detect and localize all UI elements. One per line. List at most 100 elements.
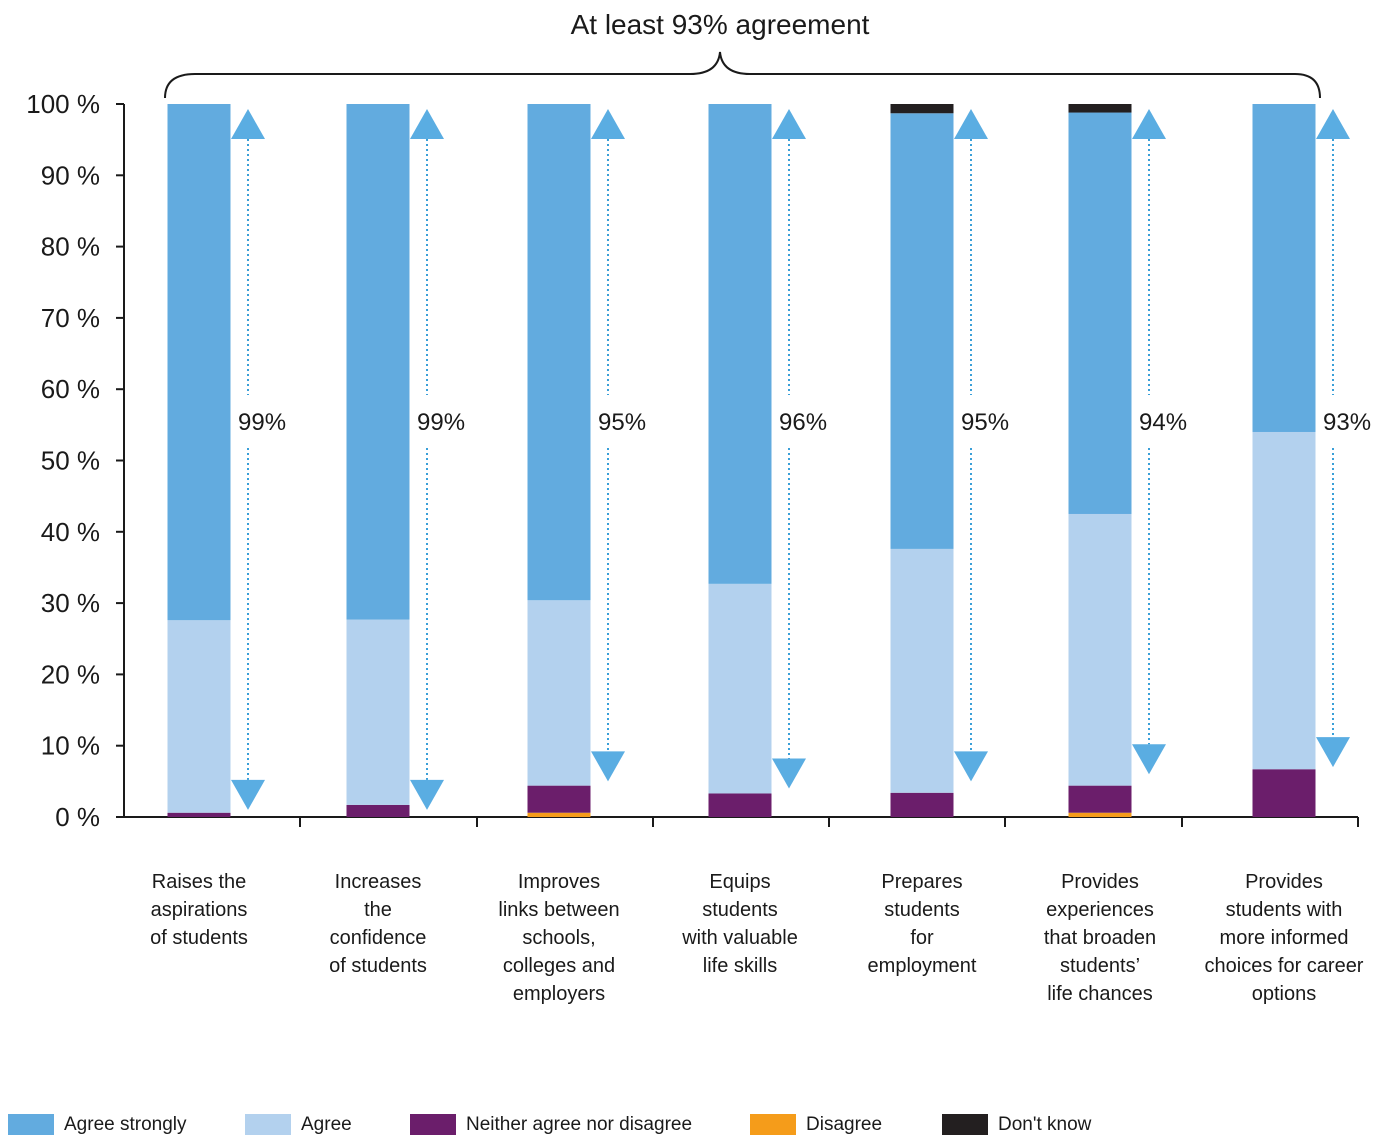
bar-segment-neither-agree-nor-disagree xyxy=(1068,785,1132,813)
legend-label: Agree strongly xyxy=(64,1114,187,1135)
legend: Agree strongly Agree Neither agree nor dis… xyxy=(8,1114,1092,1135)
bar-stack xyxy=(1252,104,1316,817)
arrow-down-head xyxy=(772,758,806,789)
chart-title: At least 93% agreement xyxy=(571,9,870,40)
bar-segment-agree-strongly xyxy=(1252,104,1316,432)
y-axis: 0 % 10 % 20 % 30 % 40 % 50 % 60 % 70 % 80 % 90 % 1… xyxy=(26,89,125,832)
y-tick-label: 60 % xyxy=(41,374,100,404)
bar-segment-agree xyxy=(890,548,954,793)
legend-item-agree-strongly: Agree strongly xyxy=(8,1114,187,1135)
category-label: Provides students with more informed choice… xyxy=(1205,871,1364,1005)
legend-item-disagree: Disagree xyxy=(750,1114,882,1135)
bar-segment-neither-agree-nor-disagree xyxy=(1252,769,1316,817)
legend-item-don-t-know: Don't know xyxy=(942,1114,1092,1135)
bar-stack xyxy=(708,104,772,817)
bar-segment-don-t-know xyxy=(1068,104,1132,113)
agreement-arrow: 95% xyxy=(954,109,1009,782)
arrow-up-head xyxy=(1132,109,1166,139)
agreement-arrow: 99% xyxy=(231,109,286,810)
bar-stack xyxy=(346,104,410,817)
y-tick-label: 40 % xyxy=(41,517,100,547)
bar-segment-neither-agree-nor-disagree xyxy=(167,812,231,817)
bar-stack xyxy=(890,104,954,817)
agreement-label: 99% xyxy=(238,409,286,436)
legend-swatch xyxy=(750,1114,796,1135)
arrow-up-head xyxy=(231,109,265,139)
legend-swatch xyxy=(410,1114,456,1135)
category-label: Equips students with valuable life skills xyxy=(681,871,798,977)
arrow-down-head xyxy=(1132,744,1166,775)
legend-item-agree: Agree xyxy=(245,1114,352,1135)
category-label: Prepares students for employment xyxy=(868,871,977,977)
agreement-label: 96% xyxy=(779,409,827,436)
legend-item-neither-agree-nor-disagree: Neither agree nor disagree xyxy=(410,1114,692,1135)
y-tick-label: 10 % xyxy=(41,731,100,761)
y-tick-label: 30 % xyxy=(41,588,100,618)
y-tick-label: 100 % xyxy=(26,89,100,119)
y-tick-label: 0 % xyxy=(55,802,100,832)
bar-segment-agree xyxy=(167,620,231,813)
arrow-down-head xyxy=(591,751,625,782)
bar-segment-don-t-know xyxy=(890,104,954,114)
legend-swatch xyxy=(942,1114,988,1135)
bar-segment-neither-agree-nor-disagree xyxy=(708,793,772,817)
y-tick-label: 20 % xyxy=(41,659,100,689)
legend-swatch xyxy=(245,1114,291,1135)
legend-swatch xyxy=(8,1114,54,1135)
bars xyxy=(167,104,1316,817)
bar-segment-agree-strongly xyxy=(890,113,954,549)
y-tick-label: 70 % xyxy=(41,303,100,333)
arrow-up-head xyxy=(1316,109,1350,139)
bar-stack xyxy=(527,104,591,817)
legend-label: Neither agree nor disagree xyxy=(466,1114,692,1135)
bar-segment-neither-agree-nor-disagree xyxy=(346,804,410,817)
category-label: Raises the aspirations of students xyxy=(150,871,248,949)
bar-segment-agree-strongly xyxy=(1068,112,1132,514)
agreement-arrow: 93% xyxy=(1316,109,1371,768)
agreement-label: 95% xyxy=(961,409,1009,436)
agreement-arrows: 99% 99% 95% 96% 95% 94% 93% xyxy=(231,109,1371,810)
bar-segment-agree-strongly xyxy=(167,104,231,621)
agreement-arrow: 99% xyxy=(410,109,465,810)
agreement-arrow: 94% xyxy=(1132,109,1187,775)
category-label: Increases the confidence of students xyxy=(329,871,427,977)
category-label: Provides experiences that broaden students’… xyxy=(1044,871,1156,1005)
agreement-label: 93% xyxy=(1323,409,1371,436)
arrow-down-head xyxy=(954,751,988,782)
arrow-down-head xyxy=(1316,737,1350,768)
bar-segment-agree xyxy=(527,600,591,786)
bar-stack xyxy=(167,104,231,817)
agreement-brace xyxy=(164,51,1321,99)
category-label: Improves links between schools, colleges an… xyxy=(498,871,619,1005)
arrow-down-head xyxy=(410,779,444,810)
bar-segment-agree xyxy=(1068,513,1132,786)
bar-segment-neither-agree-nor-disagree xyxy=(527,785,591,813)
y-tick-label: 90 % xyxy=(41,160,100,190)
arrow-up-head xyxy=(954,109,988,139)
bar-segment-neither-agree-nor-disagree xyxy=(890,792,954,817)
bar-segment-agree-strongly xyxy=(708,104,772,584)
agreement-arrow: 96% xyxy=(772,109,827,789)
arrow-up-head xyxy=(410,109,444,139)
bar-segment-disagree xyxy=(1068,812,1132,817)
arrow-up-head xyxy=(772,109,806,139)
legend-label: Don't know xyxy=(998,1114,1092,1135)
category-labels: Raises the aspirations of students Increase… xyxy=(150,871,1364,1005)
arrow-down-head xyxy=(231,779,265,810)
bar-segment-agree xyxy=(1252,431,1316,770)
legend-label: Disagree xyxy=(806,1114,882,1135)
y-tick-label: 80 % xyxy=(41,232,100,262)
bar-segment-agree-strongly xyxy=(527,104,591,601)
arrow-up-head xyxy=(591,109,625,139)
agreement-arrow: 95% xyxy=(591,109,646,782)
legend-label: Agree xyxy=(301,1114,352,1135)
agreement-label: 94% xyxy=(1139,409,1187,436)
bar-segment-agree xyxy=(708,583,772,794)
agreement-label: 95% xyxy=(598,409,646,436)
x-axis xyxy=(124,816,1359,827)
bar-segment-agree xyxy=(346,619,410,805)
bar-segment-disagree xyxy=(527,812,591,817)
y-tick-label: 50 % xyxy=(41,446,100,476)
bar-stack xyxy=(1068,104,1132,817)
